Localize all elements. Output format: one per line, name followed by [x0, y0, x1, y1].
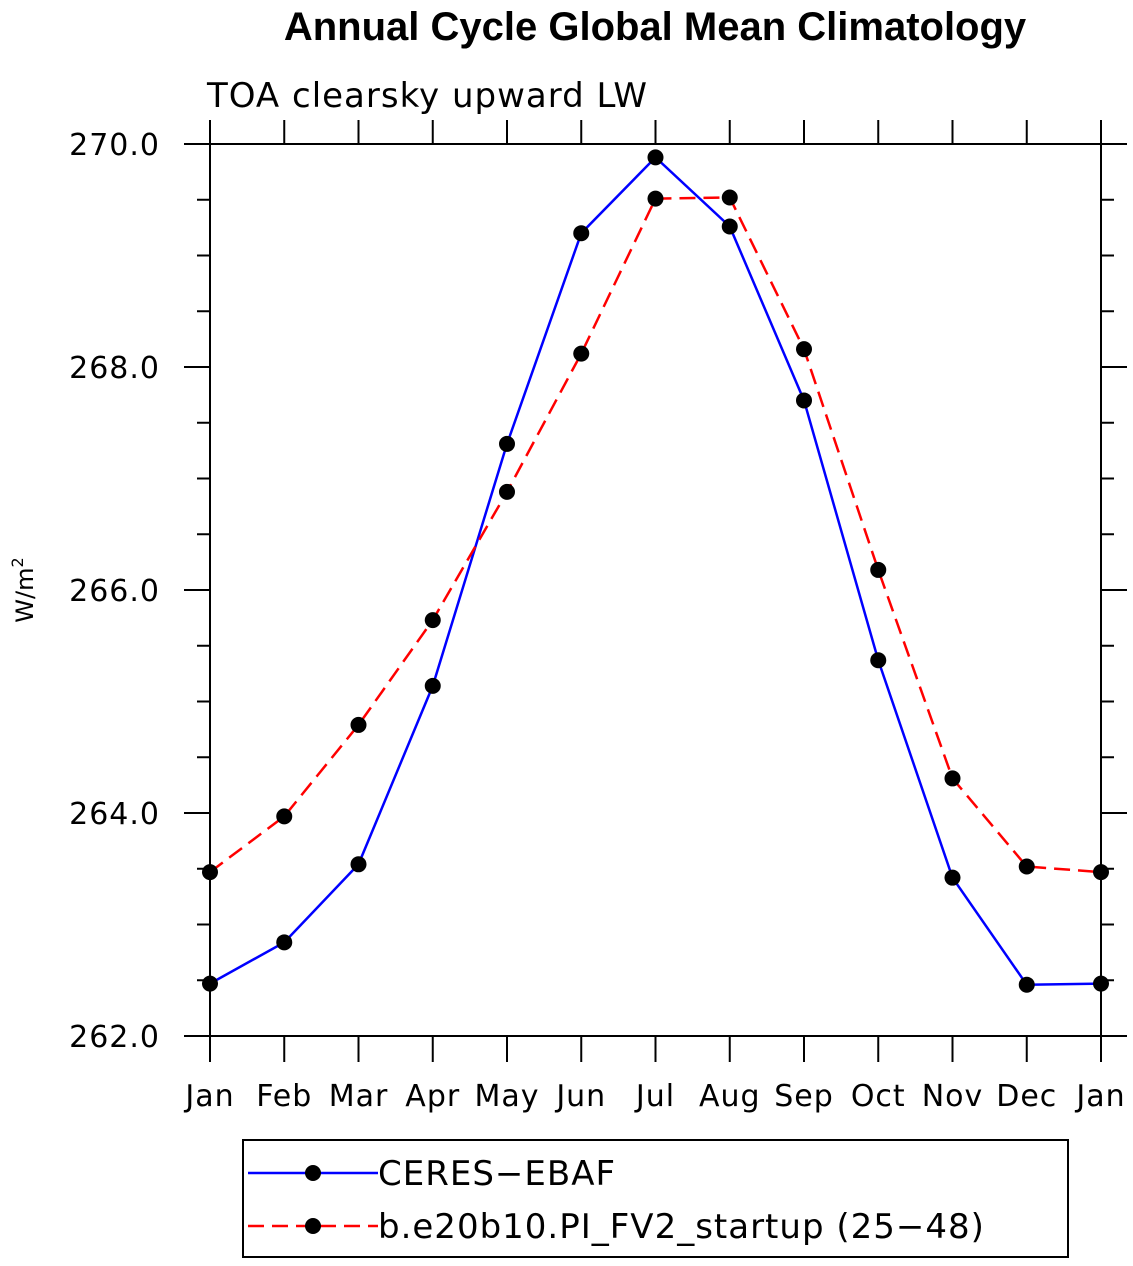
- series-1-point: [721, 189, 738, 206]
- series-0-point: [499, 435, 515, 452]
- x-tick-label: Aug: [699, 1079, 761, 1114]
- chart-title: Annual Cycle Global Mean Climatology: [284, 5, 1027, 49]
- legend-box: [242, 1139, 1069, 1258]
- y-tick-labels: 262.0 264.0 266.0 268.0 270.0: [69, 128, 160, 1055]
- series-line-0: [209, 155, 1102, 986]
- svg-text:W/m2: W/m2: [8, 557, 39, 622]
- series-0-point: [1018, 976, 1035, 993]
- series-1-point: [796, 341, 812, 358]
- series-0-point: [1093, 975, 1109, 992]
- y-axis-label-superscript: 2: [8, 557, 27, 567]
- series-1-point: [202, 864, 218, 881]
- x-tick-label: Jan: [1074, 1079, 1125, 1114]
- plot-area-border: [209, 143, 1102, 1037]
- legend-marker-ceres: [305, 1165, 321, 1181]
- series-1-point: [276, 808, 293, 825]
- series-line-1: [209, 196, 1102, 874]
- legend-marker-model: [305, 1218, 321, 1234]
- series-0-point: [796, 392, 812, 409]
- legend-label-ceres: CERES−EBAF: [378, 1154, 616, 1194]
- x-tick-label: Oct: [851, 1079, 906, 1114]
- series-1-point: [647, 190, 664, 207]
- x-tick-label: Apr: [405, 1079, 460, 1114]
- series-0-point: [202, 975, 218, 992]
- series-1-point: [1018, 858, 1035, 875]
- series-1-point: [499, 483, 515, 500]
- x-tick-label: Jul: [634, 1079, 675, 1114]
- x-tick-label: Sep: [774, 1079, 834, 1114]
- x-tick-label: Mar: [329, 1079, 389, 1114]
- x-tick-label: Jun: [554, 1079, 606, 1114]
- y-tick-label: 268.0: [69, 351, 160, 386]
- series-0-point: [647, 149, 664, 166]
- series-0-point: [870, 652, 887, 669]
- x-tick-labels: Jan Feb Mar Apr May Jun Jul Aug Sep Oct Nov Dec Jan: [183, 1079, 1125, 1114]
- series-1-point: [944, 770, 961, 787]
- series-0-point: [276, 934, 293, 951]
- series-layer: [202, 149, 1109, 993]
- series-0-point: [944, 869, 961, 886]
- series-0-point: [573, 225, 590, 242]
- y-tick-label: 270.0: [69, 128, 160, 163]
- legend-label-model: b.e20b10.PI_FV2_startup (25−48): [378, 1207, 985, 1247]
- series-1-point: [573, 345, 590, 362]
- y-tick-label: 262.0: [69, 1020, 160, 1055]
- chart-subtitle: TOA clearsky upward LW: [206, 76, 648, 116]
- legend: CERES−EBAF b.e20b10.PI_FV2_startup (25−4…: [242, 1139, 1069, 1258]
- x-tick-label: Jan: [183, 1079, 234, 1114]
- series-0-point: [424, 677, 441, 694]
- y-axis-label-text: W/m: [11, 567, 39, 622]
- series-1-point: [424, 612, 441, 629]
- x-tick-label: May: [474, 1079, 539, 1114]
- series-1-point: [350, 716, 367, 733]
- x-tick-label: Dec: [996, 1079, 1057, 1114]
- series-1-point: [1093, 864, 1109, 881]
- y-tick-label: 264.0: [69, 797, 160, 832]
- series-0-point: [350, 856, 367, 873]
- y-axis-label: W/m2: [8, 557, 39, 622]
- series-1-point: [870, 561, 887, 578]
- series-0-point: [721, 218, 738, 235]
- x-tick-label: Feb: [256, 1079, 312, 1114]
- axis-ticks: [184, 120, 1127, 1062]
- x-tick-label: Nov: [922, 1079, 984, 1114]
- y-tick-label: 266.0: [69, 574, 160, 609]
